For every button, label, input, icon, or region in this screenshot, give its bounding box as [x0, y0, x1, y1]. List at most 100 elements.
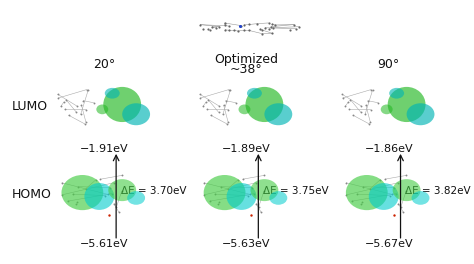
Point: [82, 186, 90, 191]
Point: [357, 202, 365, 206]
Point: [240, 28, 248, 32]
Point: [271, 23, 278, 27]
Point: [197, 96, 204, 100]
Ellipse shape: [389, 88, 404, 99]
Text: −5.63eV: −5.63eV: [222, 239, 271, 249]
Point: [81, 122, 89, 126]
Point: [237, 23, 245, 28]
Point: [376, 178, 384, 182]
Ellipse shape: [62, 175, 103, 210]
Point: [221, 22, 228, 27]
Text: 20°: 20°: [93, 58, 115, 71]
Point: [245, 28, 253, 32]
Point: [78, 103, 85, 107]
Point: [224, 186, 232, 191]
Point: [69, 192, 77, 196]
Point: [339, 96, 346, 100]
Point: [268, 31, 276, 35]
Text: ~38°: ~38°: [230, 63, 263, 77]
Ellipse shape: [381, 105, 392, 114]
Ellipse shape: [227, 183, 256, 210]
Point: [260, 173, 268, 177]
Point: [388, 192, 396, 196]
Point: [234, 29, 242, 33]
Point: [199, 104, 207, 109]
Point: [265, 21, 273, 25]
Point: [55, 96, 62, 100]
Point: [201, 193, 208, 197]
Point: [225, 28, 232, 32]
Point: [225, 107, 232, 112]
Point: [386, 194, 393, 198]
Ellipse shape: [204, 175, 246, 210]
Point: [366, 120, 374, 124]
Point: [255, 205, 262, 210]
Point: [367, 87, 375, 92]
Point: [357, 104, 365, 108]
Ellipse shape: [250, 179, 278, 201]
Point: [239, 177, 246, 181]
Point: [392, 191, 400, 196]
Point: [77, 112, 84, 116]
Point: [247, 213, 255, 217]
Point: [270, 26, 277, 30]
Point: [204, 27, 211, 31]
Point: [207, 28, 214, 32]
Point: [367, 107, 374, 112]
Ellipse shape: [246, 87, 283, 122]
Point: [110, 201, 118, 206]
Point: [265, 27, 273, 31]
Point: [296, 25, 303, 29]
Point: [118, 173, 126, 177]
Point: [258, 32, 266, 36]
Point: [267, 25, 275, 29]
Point: [64, 199, 72, 203]
Point: [395, 201, 402, 206]
Point: [112, 205, 120, 210]
Point: [215, 110, 222, 114]
Text: LUMO: LUMO: [12, 100, 48, 114]
Point: [345, 100, 352, 104]
Point: [60, 100, 68, 104]
Point: [213, 26, 220, 30]
Text: ΔE = 3.70eV: ΔE = 3.70eV: [121, 186, 186, 196]
Point: [225, 24, 232, 28]
Point: [254, 22, 261, 26]
Point: [232, 101, 239, 105]
Point: [203, 107, 211, 111]
Point: [390, 213, 397, 217]
Ellipse shape: [108, 179, 136, 201]
Point: [105, 213, 113, 217]
Point: [221, 28, 229, 32]
Ellipse shape: [369, 183, 399, 210]
Ellipse shape: [238, 105, 250, 114]
Point: [261, 26, 269, 30]
Point: [106, 186, 113, 190]
Point: [197, 22, 204, 27]
Point: [222, 98, 229, 103]
Point: [82, 120, 90, 124]
Ellipse shape: [407, 103, 435, 125]
Point: [204, 98, 212, 102]
Point: [54, 92, 62, 96]
Text: −5.67eV: −5.67eV: [365, 239, 413, 249]
Text: −1.91eV: −1.91eV: [80, 144, 128, 154]
Point: [349, 113, 357, 117]
Text: Optimized: Optimized: [214, 53, 279, 66]
Point: [369, 88, 376, 92]
Point: [227, 88, 234, 92]
Point: [118, 189, 126, 194]
Point: [346, 107, 353, 111]
Ellipse shape: [346, 175, 388, 210]
Ellipse shape: [264, 103, 292, 125]
Point: [348, 199, 356, 203]
Point: [253, 201, 260, 206]
Point: [258, 28, 265, 32]
Point: [250, 191, 258, 196]
Point: [224, 120, 232, 124]
Point: [104, 192, 111, 196]
Point: [215, 104, 223, 108]
Point: [346, 98, 354, 102]
Point: [343, 181, 350, 185]
Point: [292, 27, 300, 31]
